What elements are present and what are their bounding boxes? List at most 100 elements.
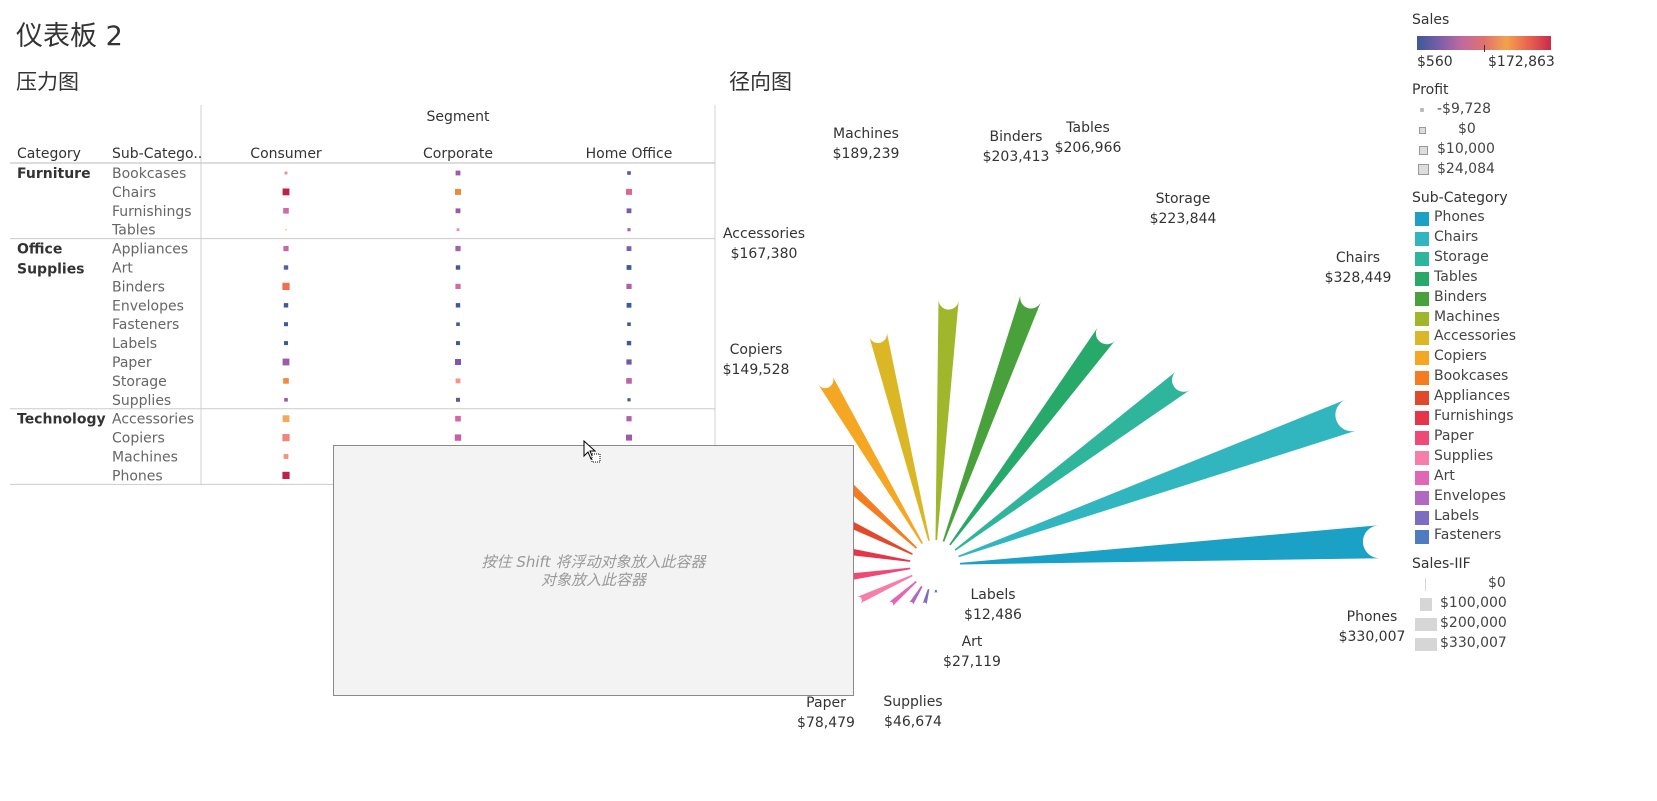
sales-iif-legend-label: $100,000: [1440, 595, 1507, 611]
radial-label: Accessories $167,380: [723, 226, 805, 262]
subcategory-label: Tables: [111, 223, 156, 239]
subcategory-swatch: [1415, 291, 1429, 306]
subcategory-swatch: [1415, 351, 1429, 366]
heatmap-cell: [284, 322, 288, 327]
subcategory-label: Phones: [112, 468, 163, 484]
subcategory-label: Storage: [112, 374, 167, 390]
sales-iif-marker: [1420, 598, 1432, 611]
radial-label-value: $203,413: [983, 149, 1050, 165]
row-header-subcategory: Sub-Catego..: [112, 146, 202, 162]
radial-label-name: Storage: [1156, 191, 1211, 207]
radial-bar: [954, 370, 1191, 551]
heatmap-cell: [626, 359, 632, 365]
profit-marker: [1420, 108, 1424, 112]
subcategory-legend-item[interactable]: Accessories: [1412, 328, 1552, 348]
subcategory-legend-item[interactable]: Storage: [1412, 249, 1552, 269]
heatmap-cell: [283, 246, 289, 252]
subcategory-swatch: [1415, 510, 1429, 525]
sales-iif-legend-label: $200,000: [1440, 615, 1507, 631]
subcategory-legend-item[interactable]: Chairs: [1412, 229, 1552, 249]
heatmap-cell: [626, 188, 632, 195]
subcategory-label: Chairs: [112, 185, 156, 201]
subcategory-legend-label: Labels: [1434, 507, 1480, 524]
subcategory-legend-item[interactable]: Supplies: [1412, 448, 1552, 468]
subcategory-legend-item[interactable]: Envelopes: [1412, 488, 1552, 508]
radial-label-value: $330,007: [1339, 629, 1406, 645]
profit-legend-label: $10,000: [1437, 141, 1495, 157]
radial-label: Chairs $328,449: [1325, 250, 1392, 286]
subcategory-legend-label: Fasteners: [1434, 527, 1502, 544]
subcategory-legend-item[interactable]: Labels: [1412, 508, 1552, 528]
subcategory-legend-item[interactable]: Tables: [1412, 269, 1552, 289]
radial-label: Art $27,119: [943, 634, 1001, 670]
heatmap-cell: [283, 303, 289, 308]
radial-bar: [888, 580, 917, 607]
radial-label-value: $189,239: [833, 146, 900, 162]
subcategory-label: Art: [112, 261, 133, 277]
radial-label: Phones $330,007: [1339, 609, 1406, 645]
subcategory-legend-label: Storage: [1434, 248, 1489, 265]
subcategory-legend-label: Art: [1434, 467, 1455, 484]
subcategory-legend-item[interactable]: Furnishings: [1412, 408, 1552, 428]
subcategory-legend-label: Tables: [1434, 268, 1478, 285]
subcategory-legend-label: Chairs: [1434, 228, 1479, 245]
radial-label-value: $78,479: [797, 715, 855, 731]
heatmap-cell: [282, 415, 290, 423]
sales-legend-title: Sales: [1412, 12, 1450, 28]
column-header: Corporate: [423, 146, 493, 162]
subcategory-label: Furnishings: [112, 204, 192, 220]
subcategory-legend-item[interactable]: Machines: [1412, 309, 1552, 329]
subcategory-swatch: [1415, 470, 1429, 485]
dropzone-message-line1: 按住 Shift 将浮动对象放入此容器: [481, 553, 706, 571]
profit-legend-item: $24,084: [1412, 161, 1552, 181]
subcategory-swatch: [1415, 430, 1429, 445]
subcategory-legend-item[interactable]: Copiers: [1412, 348, 1552, 368]
heatmap-cell: [626, 283, 632, 289]
heatmap-cell: [455, 303, 461, 308]
floating-container-dropzone[interactable]: 按住 Shift 将浮动对象放入此容器 对象放入此容器: [333, 445, 854, 696]
sales-iif-legend-item: $100,000: [1412, 595, 1552, 615]
radial-label-name: Tables: [1065, 120, 1110, 136]
subcategory-legend-item[interactable]: Fasteners: [1412, 527, 1552, 547]
subcategory-legend-item[interactable]: Art: [1412, 468, 1552, 488]
heatmap-cell: [455, 283, 461, 289]
subcategory-swatch: [1415, 450, 1429, 465]
subcategory-swatch: [1415, 331, 1429, 346]
subcategory-legend-label: Machines: [1434, 308, 1500, 325]
heatmap-cell: [626, 208, 632, 214]
dropzone-message-line2: 对象放入此容器: [540, 571, 646, 589]
profit-legend-label: $24,084: [1437, 161, 1495, 177]
subcategory-label: Copiers: [112, 431, 165, 447]
subcategory-legend-item[interactable]: Phones: [1412, 209, 1552, 229]
radial-bar: [869, 331, 930, 541]
category-label: Office: [17, 242, 62, 258]
subcategory-legend-item[interactable]: Bookcases: [1412, 368, 1552, 388]
heatmap-cell: [626, 434, 632, 441]
subcategory-legend-item[interactable]: Binders: [1412, 289, 1552, 309]
sales-legend-min: $560: [1417, 54, 1453, 70]
subcategory-legend-label: Envelopes: [1434, 487, 1506, 504]
radial-label-value: $27,119: [943, 654, 1001, 670]
radial-chart: Phones $330,007 Chairs $328,449 Storage $223,…: [723, 120, 1406, 731]
profit-legend-item: -$9,728: [1412, 101, 1552, 121]
heatmap-cell: [282, 358, 290, 366]
subcategory-legend-item[interactable]: Appliances: [1412, 388, 1552, 408]
heatmap-cell: [284, 171, 288, 175]
heatmap-cell: [282, 188, 290, 196]
heatmap-cell: [626, 340, 632, 346]
sales-iif-legend-item: $330,007: [1412, 635, 1552, 655]
column-header: Home Office: [586, 146, 673, 162]
subcategory-legend-title: Sub-Category: [1412, 190, 1508, 206]
heatmap-cell: [455, 170, 461, 176]
subcategory-legend-item[interactable]: Paper: [1412, 428, 1552, 448]
drag-cursor-icon: [583, 440, 601, 463]
heatmap-cell: [284, 398, 288, 402]
heatmap-cell: [626, 378, 632, 384]
subcategory-swatch: [1415, 490, 1429, 505]
heatmap-cell: [455, 265, 461, 270]
radial-bar: [949, 326, 1116, 546]
radial-label-name: Chairs: [1336, 250, 1380, 266]
subcategory-legend-label: Binders: [1434, 288, 1487, 305]
subcategory-swatch: [1415, 411, 1429, 425]
subcategory-legend-label: Phones: [1434, 209, 1485, 225]
